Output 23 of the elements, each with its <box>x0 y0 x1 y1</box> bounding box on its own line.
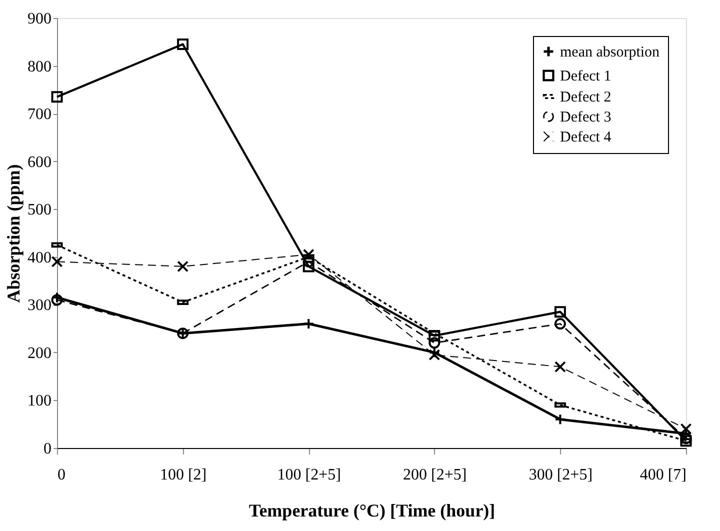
y-tick-label: 700 <box>28 106 52 124</box>
y-tick-label: 400 <box>28 249 52 266</box>
y-tick-label: 600 <box>28 154 52 171</box>
legend-label: Defect 1 <box>560 68 612 84</box>
x-tick-label: 300 [2+5] <box>528 466 593 484</box>
y-tick-label: 800 <box>28 58 52 76</box>
legend-label: Defect 3 <box>560 110 612 126</box>
legend-label: Defect 2 <box>560 90 612 106</box>
x-axis-title: Temperature (°C) [Time (hour)] <box>248 500 496 520</box>
y-tick-label: 300 <box>28 297 52 314</box>
y-tick-label: 200 <box>28 344 52 362</box>
legend-label: mean absorption <box>560 44 660 60</box>
x-tick-label: 400 [7] <box>640 466 686 484</box>
y-tick-label: 500 <box>28 202 52 219</box>
x-tick-label: 100 [2] <box>160 466 207 484</box>
x-tick-label: 200 [2+5] <box>403 466 467 484</box>
legend-label: Defect 4 <box>560 130 612 146</box>
y-tick-label: 0 <box>44 440 52 458</box>
x-tick-label: 0 <box>58 466 66 484</box>
x-tick-label: 100 [2+5] <box>277 466 341 484</box>
y-tick-label: 900 <box>28 10 52 28</box>
y-axis-title: Absorption (ppm) <box>4 164 24 303</box>
y-tick-label: 100 <box>28 392 52 410</box>
